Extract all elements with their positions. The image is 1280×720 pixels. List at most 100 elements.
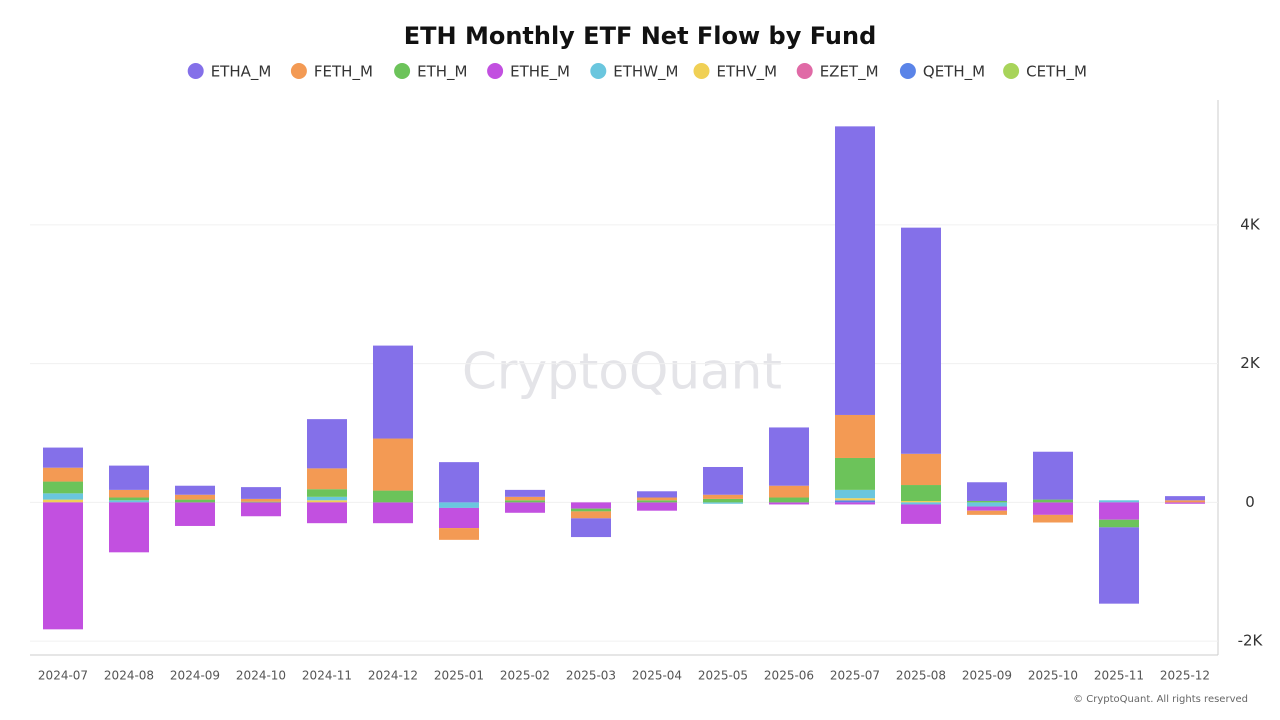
bar-segment [373,345,413,439]
bar-segment [1033,499,1073,503]
bar-segment [835,457,875,490]
bar-segment [637,491,677,498]
bar-segment [175,499,215,503]
footer: © CryptoQuant. All rights reserved [1073,694,1248,705]
bar-segment [1165,502,1205,504]
legend-swatch [290,63,307,79]
legend-label: FETH_M [314,63,373,82]
bar-segment [835,502,875,505]
legend-swatch [590,63,607,79]
bar-segment [835,489,875,499]
y-tick-label: 4K [1240,215,1261,233]
legend-label: ETHA_M [211,63,272,82]
x-tick-label: 2025-08 [896,669,946,683]
x-tick-label: 2025-10 [1028,669,1078,683]
x-tick-label: 2024-11 [302,669,352,683]
legend-swatch [693,63,710,79]
bar-segment [967,502,1007,507]
bar-segment [439,462,479,503]
bar-segment [505,502,545,513]
x-tick-label: 2024-08 [104,669,154,683]
legend-label: EZET_M [820,63,879,82]
bar-segment [241,498,281,502]
bar-segment [109,500,149,503]
bar-segment [703,498,743,503]
bar-segment [901,502,941,505]
bar-segment [901,504,941,524]
bar-segment [769,485,809,498]
legend-swatch [187,63,204,79]
bar-segment [769,497,809,503]
bar-segment [901,485,941,501]
bar-segment [571,518,611,538]
legend-label: ETH_M [417,63,467,82]
y-tick-label: -2K [1238,632,1264,650]
bar-segment [1033,451,1073,500]
bar-segment [373,438,413,491]
chart-title: ETH Monthly ETF Net Flow by Fund [404,22,877,50]
x-tick-label: 2025-05 [698,669,748,683]
bar-segment [175,485,215,495]
bar-segment [1099,527,1139,604]
x-tick-label: 2024-07 [38,669,88,683]
bar-segment [1033,514,1073,523]
bar-segment [967,510,1007,515]
y-tick-label: 0 [1245,493,1255,511]
bar-segment [307,496,347,501]
bar-segment [769,427,809,486]
legend-swatch [796,63,813,79]
bar-segment [439,528,479,540]
x-tick-label: 2025-12 [1160,669,1210,683]
bar-segment [43,493,83,500]
bar-segment [1099,502,1139,520]
x-tick-label: 2025-06 [764,669,814,683]
legend-swatch [394,63,411,79]
legend-label: QETH_M [923,63,985,82]
x-tick-label: 2025-04 [632,669,682,683]
x-tick-label: 2025-09 [962,669,1012,683]
bar-segment [175,494,215,500]
bar-segment [571,502,611,509]
bar-segment [307,500,347,503]
bar-segment [967,500,1007,503]
bar-segment [1033,502,1073,515]
bar-segment [901,227,941,454]
legend-label: ETHV_M [717,63,778,82]
bar-segment [637,500,677,503]
bar-segment [175,502,215,526]
bar-segment [43,481,83,494]
bar-segment [373,502,413,524]
bar-segment [901,500,941,503]
bar-segment [241,502,281,517]
bar-segment [703,466,743,495]
legend-swatch [1003,63,1020,79]
bar-segment [307,419,347,469]
x-tick-label: 2025-11 [1094,669,1144,683]
bar-segment [835,126,875,415]
x-tick-label: 2024-12 [368,669,418,683]
bar-segment [637,497,677,501]
x-tick-label: 2024-10 [236,669,286,683]
bar-segment [307,489,347,497]
bar-segment [307,502,347,524]
bar-segment [43,502,83,630]
bar-segment [967,482,1007,501]
bar-segment [835,500,875,503]
bar-segment [439,507,479,529]
bar-segment [505,500,545,503]
legend-swatch [899,63,916,79]
bar-segment [571,508,611,512]
x-tick-label: 2025-07 [830,669,880,683]
bar-segment [1165,500,1205,503]
y-tick-label: 2K [1240,354,1261,372]
bar-segment [769,502,809,505]
bar-segment [703,494,743,499]
bar-segment [967,506,1007,511]
bar-segment [571,511,611,519]
bar-segment [505,496,545,501]
legend-swatch [487,63,504,79]
bar-segment [901,453,941,486]
bar-segment [109,502,149,553]
bar-segment [109,465,149,490]
